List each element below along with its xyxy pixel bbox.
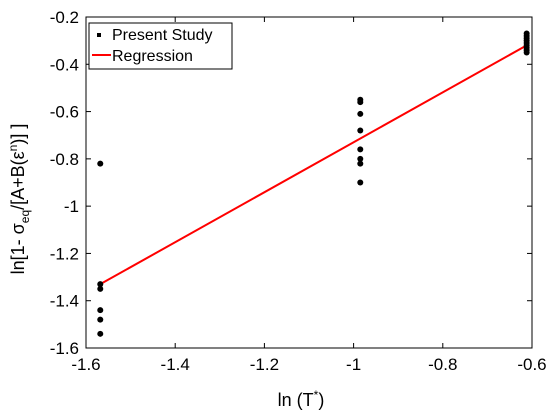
data-point bbox=[97, 285, 104, 292]
y-axis-label: ln[1- σeq/[A+B(εn)] ] bbox=[6, 124, 32, 275]
data-point bbox=[97, 160, 104, 167]
legend: Present Study Regression bbox=[88, 22, 233, 70]
data-point bbox=[357, 155, 364, 162]
plot-frame bbox=[85, 16, 533, 349]
legend-label-present-study: Present Study bbox=[112, 27, 213, 44]
series-layer bbox=[97, 30, 530, 337]
y-tick-label: -0.2 bbox=[50, 8, 79, 27]
x-tick-label: -1.4 bbox=[161, 355, 190, 374]
legend-marker-present-study bbox=[97, 33, 101, 37]
y-tick-label: -0.6 bbox=[50, 103, 79, 122]
legend-label-regression: Regression bbox=[112, 48, 193, 65]
y-tick-label: -1.2 bbox=[50, 244, 79, 263]
legend-box bbox=[88, 22, 233, 70]
x-tick-label: -1 bbox=[346, 355, 361, 374]
plot-area-border bbox=[85, 16, 533, 349]
data-point bbox=[357, 110, 364, 117]
data-point bbox=[97, 316, 104, 323]
x-tick-label: -1.6 bbox=[71, 355, 100, 374]
data-point bbox=[97, 330, 104, 337]
x-tick-label: -1.2 bbox=[250, 355, 279, 374]
x-axis-label: ln (T*) bbox=[278, 388, 325, 410]
axis-ticks bbox=[85, 16, 533, 349]
data-point bbox=[523, 49, 530, 56]
x-tick-label: -0.6 bbox=[517, 355, 546, 374]
y-tick-label: -0.4 bbox=[50, 55, 79, 74]
y-tick-label: -0.8 bbox=[50, 150, 79, 169]
regression-line bbox=[99, 44, 528, 286]
y-tick-label: -1.4 bbox=[50, 292, 79, 311]
y-tick-label: -1 bbox=[64, 197, 79, 216]
data-point bbox=[357, 160, 364, 167]
data-point bbox=[357, 127, 364, 134]
data-point bbox=[357, 146, 364, 153]
y-tick-label: -1.6 bbox=[50, 339, 79, 358]
data-point bbox=[97, 281, 104, 288]
data-point bbox=[97, 307, 104, 314]
x-tick-label: -0.8 bbox=[428, 355, 457, 374]
data-point bbox=[357, 99, 364, 106]
tick-labels: -1.6 -1.4 -1.2 -1 -0.8 -0.6 -1.6 -1.4 -1.2 -1 -0.8… bbox=[50, 8, 547, 374]
data-point bbox=[357, 179, 364, 186]
